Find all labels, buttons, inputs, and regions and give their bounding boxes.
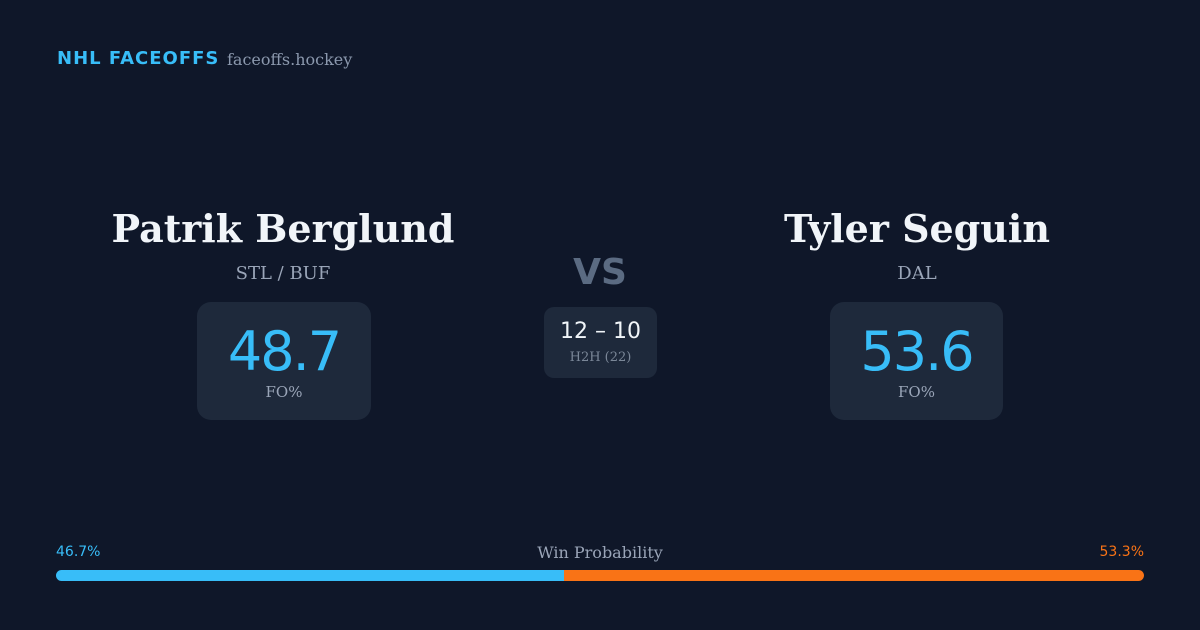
fo-label: FO% xyxy=(898,383,935,401)
fo-label: FO% xyxy=(265,383,303,401)
h2h-box: 12 – 10 H2H (22) xyxy=(544,307,657,378)
h2h-score: 12 – 10 xyxy=(560,319,641,344)
win-prob-segment xyxy=(56,570,565,581)
fo-box: 48.7 FO% xyxy=(197,302,371,420)
site: faceoffs.hockey xyxy=(227,50,353,69)
h2h-label: H2H (22) xyxy=(569,350,632,365)
win-prob-segment xyxy=(564,570,1144,581)
vs: VS xyxy=(573,252,627,293)
win-prob-title: Win Probability xyxy=(537,543,663,562)
player-name: Patrik Berglund xyxy=(111,206,455,251)
win-prob-bar xyxy=(56,570,1144,581)
win-prob-right: 53.3% xyxy=(1099,544,1144,560)
fo-value: 53.6 xyxy=(860,320,974,383)
player-name: Tyler Seguin xyxy=(784,206,1050,251)
brand: NHL FACEOFFS xyxy=(57,48,220,69)
player-team: DAL xyxy=(897,263,937,284)
player-team: STL / BUF xyxy=(235,263,331,284)
fo-value: 48.7 xyxy=(227,320,342,383)
fo-box: 53.6 FO% xyxy=(830,302,1003,420)
win-prob-left: 46.7% xyxy=(56,544,101,560)
